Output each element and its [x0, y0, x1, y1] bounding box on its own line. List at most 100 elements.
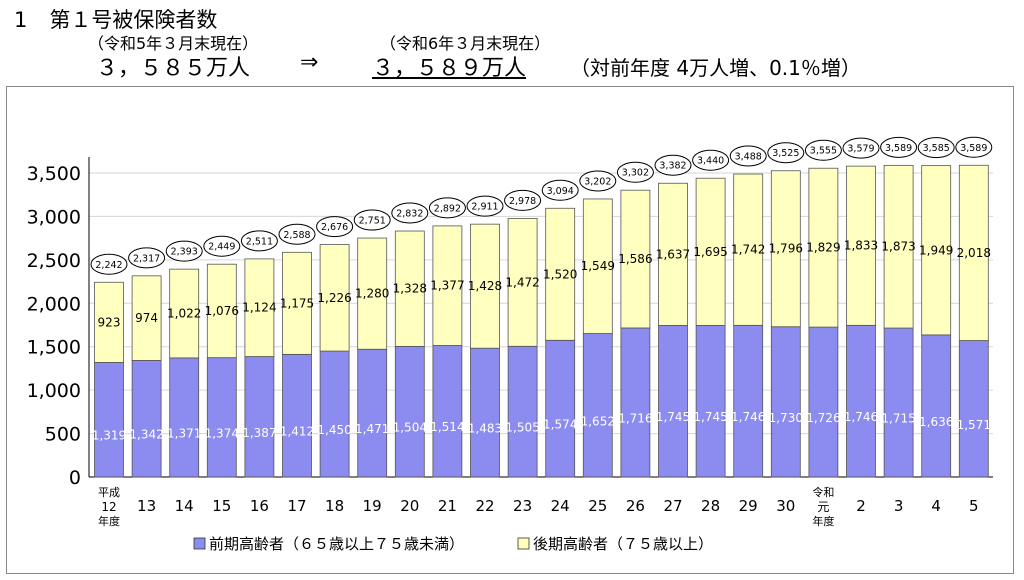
total-bubble: [654, 154, 692, 176]
total-label: 2,588: [283, 230, 310, 241]
total-bubble: [353, 209, 391, 231]
x-tick-label: 21: [438, 497, 457, 515]
x-tick-label: 27: [663, 497, 682, 515]
bar-early-elderly: [582, 333, 613, 478]
total-bubble: [541, 179, 579, 201]
bar-early-elderly: [545, 339, 576, 478]
x-tick-label: 2: [856, 497, 866, 515]
data-label-early-elderly: 1,412: [280, 425, 314, 439]
x-tick-label: 元: [817, 500, 829, 514]
x-tick-label: 19: [363, 497, 382, 515]
bar-early-elderly: [921, 334, 952, 478]
bar-early-elderly: [244, 356, 275, 478]
previous-date-label: （令和5年３月末現在）: [88, 34, 259, 53]
total-bubble: [316, 216, 354, 238]
total-bubble: [729, 145, 767, 167]
bar-late-elderly: [883, 164, 914, 329]
bar-early-elderly: [808, 326, 839, 478]
data-label-early-elderly: 1,374: [205, 426, 239, 440]
total-label: 3,094: [547, 186, 574, 197]
data-label-late-elderly: 1,586: [618, 252, 652, 266]
bar-late-elderly: [808, 167, 839, 328]
bar-early-elderly: [394, 345, 425, 478]
x-tick-label: 17: [287, 497, 306, 515]
x-tick-label: 22: [475, 497, 494, 515]
data-label-early-elderly: 1,483: [468, 422, 502, 436]
data-label-early-elderly: 1,746: [844, 410, 878, 424]
bar-early-elderly: [846, 324, 876, 478]
bar-late-elderly: [206, 263, 237, 359]
total-label: 2,751: [359, 216, 386, 227]
y-tick-label: 1,500: [27, 337, 81, 359]
total-bubble: [90, 253, 128, 275]
data-label-early-elderly: 1,745: [656, 410, 690, 424]
bar-late-elderly: [658, 182, 688, 326]
bar-early-elderly: [883, 327, 914, 478]
chart-frame: 0 500 1,000 1,500 2,000 2,500 3,000 3,500 1,319 9…: [6, 86, 1014, 574]
total-bubble: [804, 139, 842, 161]
data-label-late-elderly: 1,833: [844, 239, 878, 253]
data-label-late-elderly: 1,377: [430, 279, 464, 293]
bar-early-elderly: [658, 325, 688, 478]
bar-late-elderly: [131, 275, 162, 361]
data-label-late-elderly: 1,873: [881, 240, 915, 254]
x-tick-label: 26: [626, 497, 645, 515]
bar-early-elderly: [131, 360, 162, 478]
bar-late-elderly: [507, 218, 538, 347]
total-bubble: [692, 149, 730, 171]
x-tick-label: 25: [588, 497, 607, 515]
total-label: 3,302: [622, 168, 649, 179]
data-label-late-elderly: 2,018: [957, 246, 991, 260]
bar-late-elderly: [244, 258, 275, 357]
data-label-early-elderly: 1,450: [317, 423, 351, 437]
total-label: 2,511: [246, 236, 273, 247]
data-label-late-elderly: 1,280: [355, 287, 389, 301]
data-label-late-elderly: 1,428: [468, 279, 502, 293]
x-tick-label: 24: [551, 497, 570, 515]
title-text: 第１号被保険者数: [49, 8, 218, 32]
total-bubble: [579, 170, 617, 192]
bar-early-elderly: [94, 362, 124, 478]
arrow-icon: ⇒: [300, 50, 319, 75]
bar-early-elderly: [507, 345, 538, 478]
total-label: 2,978: [509, 196, 536, 207]
total-bubble: [428, 197, 466, 219]
total-label: 3,585: [923, 143, 950, 154]
total-label: 2,449: [208, 242, 235, 253]
previous-value: ３，５８５万人: [96, 56, 251, 81]
bar-early-elderly: [357, 348, 388, 478]
bar-early-elderly: [206, 357, 237, 478]
total-bubble: [842, 137, 880, 159]
data-label-late-elderly: 923: [98, 315, 121, 329]
legend-swatch-early-elderly: [193, 537, 206, 550]
y-tick-label: 2,500: [27, 250, 81, 272]
y-tick-label: 3,500: [27, 163, 81, 185]
data-label-late-elderly: 1,124: [242, 301, 276, 315]
x-tick-label: 14: [175, 497, 194, 515]
data-label-late-elderly: 1,829: [806, 241, 840, 255]
x-tick-label: 23: [513, 497, 532, 515]
total-label: 2,393: [171, 247, 198, 258]
x-tick-label: 4: [931, 497, 941, 515]
total-label: 2,832: [396, 209, 423, 220]
total-label: 3,579: [847, 144, 874, 155]
total-label: 3,440: [697, 156, 724, 167]
data-label-early-elderly: 1,471: [355, 422, 389, 436]
data-label-late-elderly: 974: [135, 311, 158, 325]
data-label-early-elderly: 1,514: [430, 420, 464, 434]
bar-late-elderly: [921, 165, 952, 336]
x-tick-label: 3: [894, 497, 904, 515]
data-label-early-elderly: 1,342: [129, 428, 163, 442]
total-bubble: [616, 161, 654, 183]
page-title: 1 第１号被保険者数: [14, 4, 217, 34]
total-bubble: [128, 247, 166, 269]
y-tick-label: 500: [45, 424, 81, 446]
total-bubble: [955, 136, 993, 158]
data-label-early-elderly: 1,505: [505, 421, 539, 435]
bar-early-elderly: [470, 347, 500, 478]
x-tick-label: 16: [250, 497, 269, 515]
x-tick-label-suffix: 年度: [812, 514, 834, 528]
x-tick-label: 30: [776, 497, 795, 515]
x-tick-label: 20: [400, 497, 419, 515]
data-label-early-elderly: 1,745: [693, 410, 727, 424]
